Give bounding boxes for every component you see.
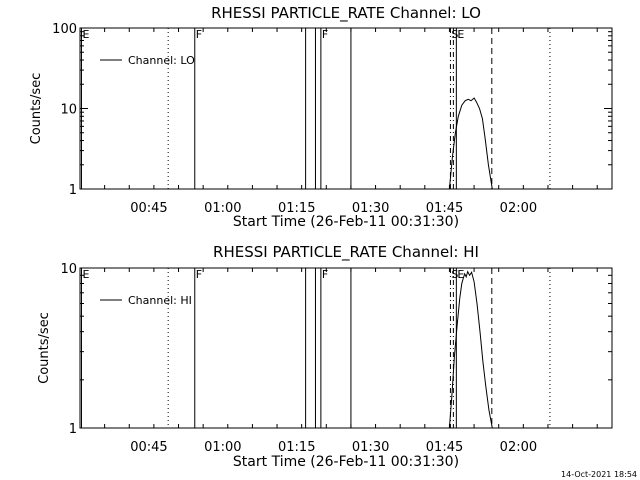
event-label: E (457, 28, 464, 41)
chart-title: RHESSI PARTICLE_RATE Channel: HI (213, 243, 479, 262)
plot-frame (79, 267, 613, 429)
panel-lo: RHESSI PARTICLE_RATE Channel: LO 00:45 01:… (29, 4, 613, 230)
event-label: S (451, 268, 458, 281)
panel-hi: RHESSI PARTICLE_RATE Channel: HI 00:45 01:… (37, 243, 613, 470)
x-tick-label: 02:00 (500, 440, 537, 455)
event-label: F (196, 268, 202, 281)
chart-title: RHESSI PARTICLE_RATE Channel: LO (211, 4, 481, 23)
x-tick-label: 01:45 (426, 440, 463, 455)
y-tick-label: 10 (60, 103, 77, 118)
event-label: F (322, 268, 328, 281)
event-label: E (457, 268, 464, 281)
x-axis-label: Start Time (26-Feb-11 00:31:30) (233, 454, 459, 470)
x-tick-label: 01:00 (204, 440, 241, 455)
y-axis-label: Counts/sec (37, 312, 52, 384)
x-tick-label: 01:15 (278, 201, 315, 216)
event-label: E (82, 268, 89, 281)
event-label: S (451, 28, 458, 41)
event-label: E (82, 28, 89, 41)
x-tick-label: 01:00 (204, 201, 241, 216)
y-tick-label: 1 (69, 183, 77, 198)
event-label: F (196, 28, 202, 41)
x-axis-label: Start Time (26-Feb-11 00:31:30) (233, 214, 459, 230)
x-tick-label: 01:45 (426, 201, 463, 216)
x-tick-label: 01:30 (352, 440, 389, 455)
event-label: F (322, 28, 328, 41)
x-tick-label: 00:45 (130, 201, 167, 216)
y-tick-label: 1 (69, 422, 77, 437)
footer-timestamp: 14-Oct-2021 18:54 (561, 470, 637, 479)
x-tick-label: 02:00 (500, 201, 537, 216)
y-axis-label: Counts/sec (29, 73, 44, 145)
x-tick-label: 01:30 (352, 201, 389, 216)
plot-frame (79, 27, 613, 190)
legend-label: Channel: HI (128, 294, 192, 307)
x-tick-label: 01:15 (278, 440, 315, 455)
series-line (448, 270, 493, 429)
y-tick-label: 100 (52, 22, 77, 37)
y-tick-label: 10 (60, 262, 77, 277)
series-line (448, 97, 493, 190)
legend-label: Channel: LO (128, 54, 195, 67)
x-tick-label: 00:45 (130, 440, 167, 455)
